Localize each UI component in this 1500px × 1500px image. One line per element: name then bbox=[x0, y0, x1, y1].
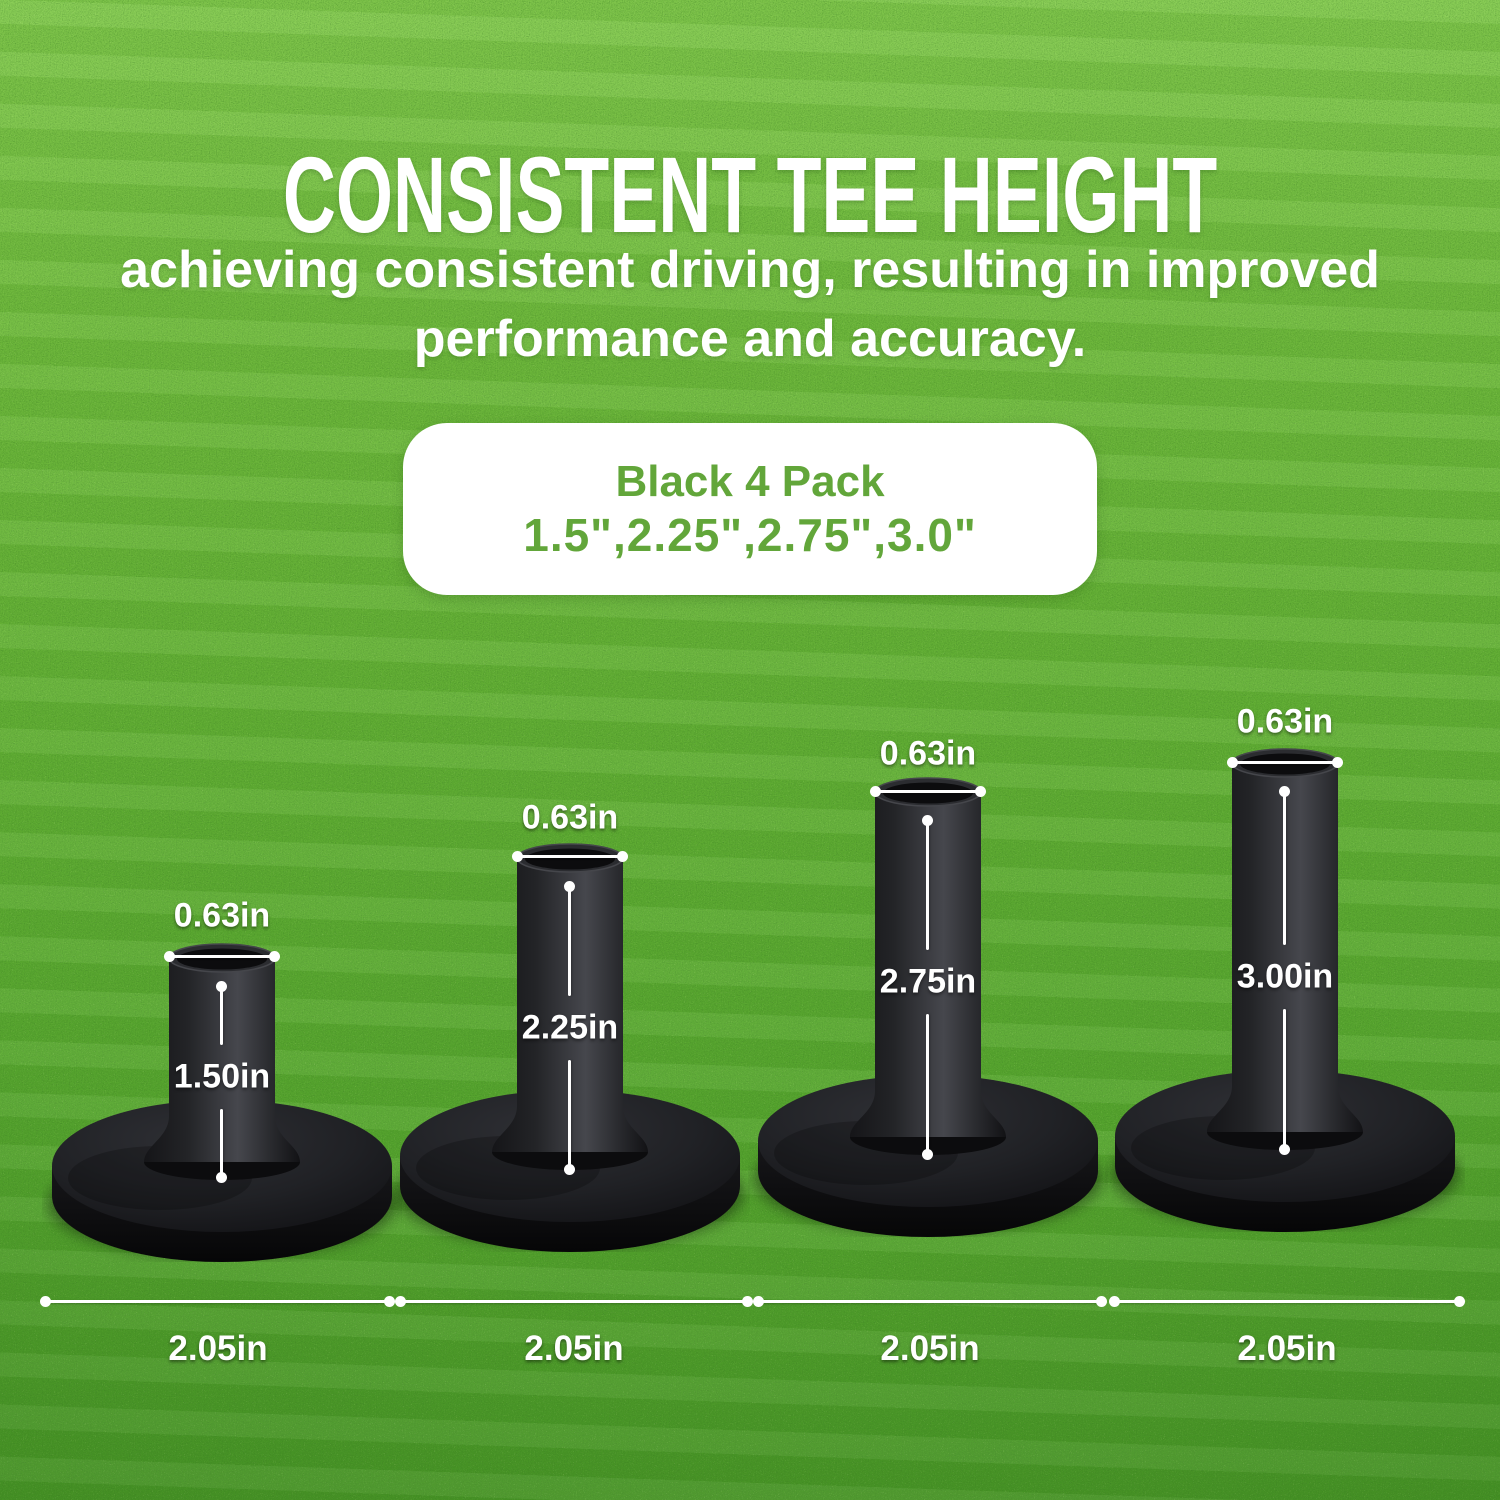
tee-4-top-diameter-label: 0.63in bbox=[1236, 702, 1334, 741]
tee-3-diameter-line bbox=[870, 786, 986, 797]
tee-2-base-width-label: 2.05in bbox=[524, 1329, 624, 1368]
dim-dot bbox=[1279, 1144, 1290, 1155]
dim-dot bbox=[269, 951, 280, 962]
dim-dot bbox=[617, 851, 628, 862]
page-subtitle-line1: achieving consistent driving, resulting … bbox=[120, 241, 1380, 299]
tee-3-height-label: 2.75in bbox=[879, 962, 977, 1001]
dim-dot bbox=[742, 1296, 753, 1307]
tee-3-height-line-lower bbox=[922, 1014, 933, 1160]
tee-1-height-label: 1.50in bbox=[173, 1057, 271, 1096]
dim-dot bbox=[1332, 757, 1343, 768]
page-subtitle-line2: performance and accuracy. bbox=[413, 309, 1087, 368]
tee-3-top-diameter-label: 0.63in bbox=[879, 734, 977, 773]
dim-dot bbox=[1109, 1296, 1120, 1307]
tee-1-base-width-label: 2.05in bbox=[168, 1329, 268, 1368]
tee-2-height-label: 2.25in bbox=[521, 1008, 619, 1047]
tee-3-base-line bbox=[753, 1296, 1107, 1307]
dim-dot bbox=[975, 786, 986, 797]
tee-3-base-width-label: 2.05in bbox=[880, 1329, 980, 1368]
dim-dot bbox=[564, 1164, 575, 1175]
tee-4-diameter-line bbox=[1227, 757, 1343, 768]
dim-dot bbox=[1096, 1296, 1107, 1307]
dim-dot bbox=[384, 1296, 395, 1307]
page-title: CONSISTENT TEE HEIGHT bbox=[0, 141, 1500, 249]
dim-dot bbox=[164, 951, 175, 962]
dim-dot bbox=[216, 981, 227, 992]
tee-4-base-line bbox=[1109, 1296, 1465, 1307]
page-subtitle: achieving consistent driving, resulting … bbox=[0, 236, 1500, 373]
tee-4-height-line-upper bbox=[1279, 786, 1290, 945]
pack-name: Black 4 Pack bbox=[615, 457, 885, 506]
dim-dot bbox=[1279, 786, 1290, 797]
tee-4-base-width-label: 2.05in bbox=[1237, 1329, 1337, 1368]
tee-2-height-line-lower bbox=[564, 1060, 575, 1175]
tee-4-height-label: 3.00in bbox=[1236, 957, 1334, 996]
dim-dot bbox=[40, 1296, 51, 1307]
tee-3-height-line-upper bbox=[922, 815, 933, 950]
tee-1-height-line-lower bbox=[216, 1109, 227, 1183]
dim-dot bbox=[216, 1172, 227, 1183]
dim-dot bbox=[922, 815, 933, 826]
tee-1-top-diameter-label: 0.63in bbox=[173, 896, 271, 935]
dim-dot bbox=[753, 1296, 764, 1307]
tee-2-top-diameter-label: 0.63in bbox=[521, 798, 619, 837]
tee-1-diameter-line bbox=[164, 951, 280, 962]
pack-info-box: Black 4 Pack 1.5",2.25",2.75",3.0" bbox=[403, 423, 1097, 595]
tee-2-base-line bbox=[395, 1296, 753, 1307]
pack-sizes: 1.5",2.25",2.75",3.0" bbox=[523, 509, 977, 561]
tee-2-diameter-line bbox=[512, 851, 628, 862]
dim-dot bbox=[1227, 757, 1238, 768]
tee-1-base-line bbox=[40, 1296, 395, 1307]
tee-1-image bbox=[42, 942, 402, 1262]
dim-dot bbox=[870, 786, 881, 797]
page-title-text: CONSISTENT TEE HEIGHT bbox=[282, 134, 1218, 255]
tee-1-height-line-upper bbox=[216, 981, 227, 1045]
tee-2-height-line-upper bbox=[564, 881, 575, 996]
dim-dot bbox=[395, 1296, 406, 1307]
dim-dot bbox=[1454, 1296, 1465, 1307]
tee-4-height-line-lower bbox=[1279, 1009, 1290, 1155]
dim-dot bbox=[512, 851, 523, 862]
dim-dot bbox=[564, 881, 575, 892]
dim-dot bbox=[922, 1149, 933, 1160]
